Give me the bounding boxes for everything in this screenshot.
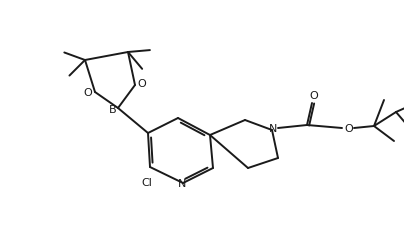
- Text: O: O: [138, 79, 146, 89]
- Text: O: O: [345, 124, 354, 134]
- Text: N: N: [269, 124, 277, 134]
- Text: B: B: [109, 105, 117, 115]
- Text: O: O: [84, 88, 93, 98]
- Text: Cl: Cl: [141, 178, 152, 188]
- Text: N: N: [178, 179, 186, 189]
- Text: O: O: [309, 91, 318, 101]
